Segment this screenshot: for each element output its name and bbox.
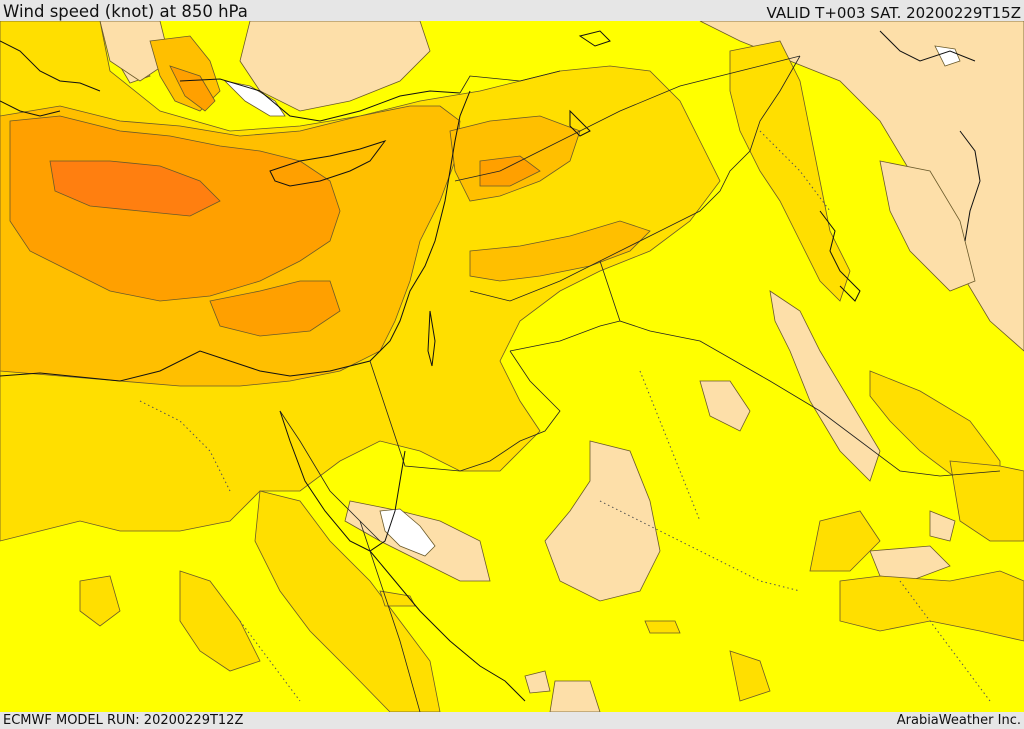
wind-speed-map — [0, 21, 1024, 712]
footer-bar: ECMWF MODEL RUN: 20200229T12Z ArabiaWeat… — [0, 712, 1024, 729]
model-run: ECMWF MODEL RUN: 20200229T12Z — [3, 713, 244, 728]
calm-areas — [223, 45, 961, 557]
header-bar: Wind speed (knot) at 850 hPa VALID T+003… — [0, 0, 1024, 22]
map-title: Wind speed (knot) at 850 hPa — [3, 2, 248, 21]
peak-speed-area — [49, 160, 221, 217]
country-borders — [279, 55, 1001, 712]
province-lines — [139, 130, 991, 702]
credit-text: ArabiaWeather Inc. — [896, 713, 1021, 728]
valid-time: VALID T+003 SAT. 20200229T15Z — [766, 4, 1021, 22]
